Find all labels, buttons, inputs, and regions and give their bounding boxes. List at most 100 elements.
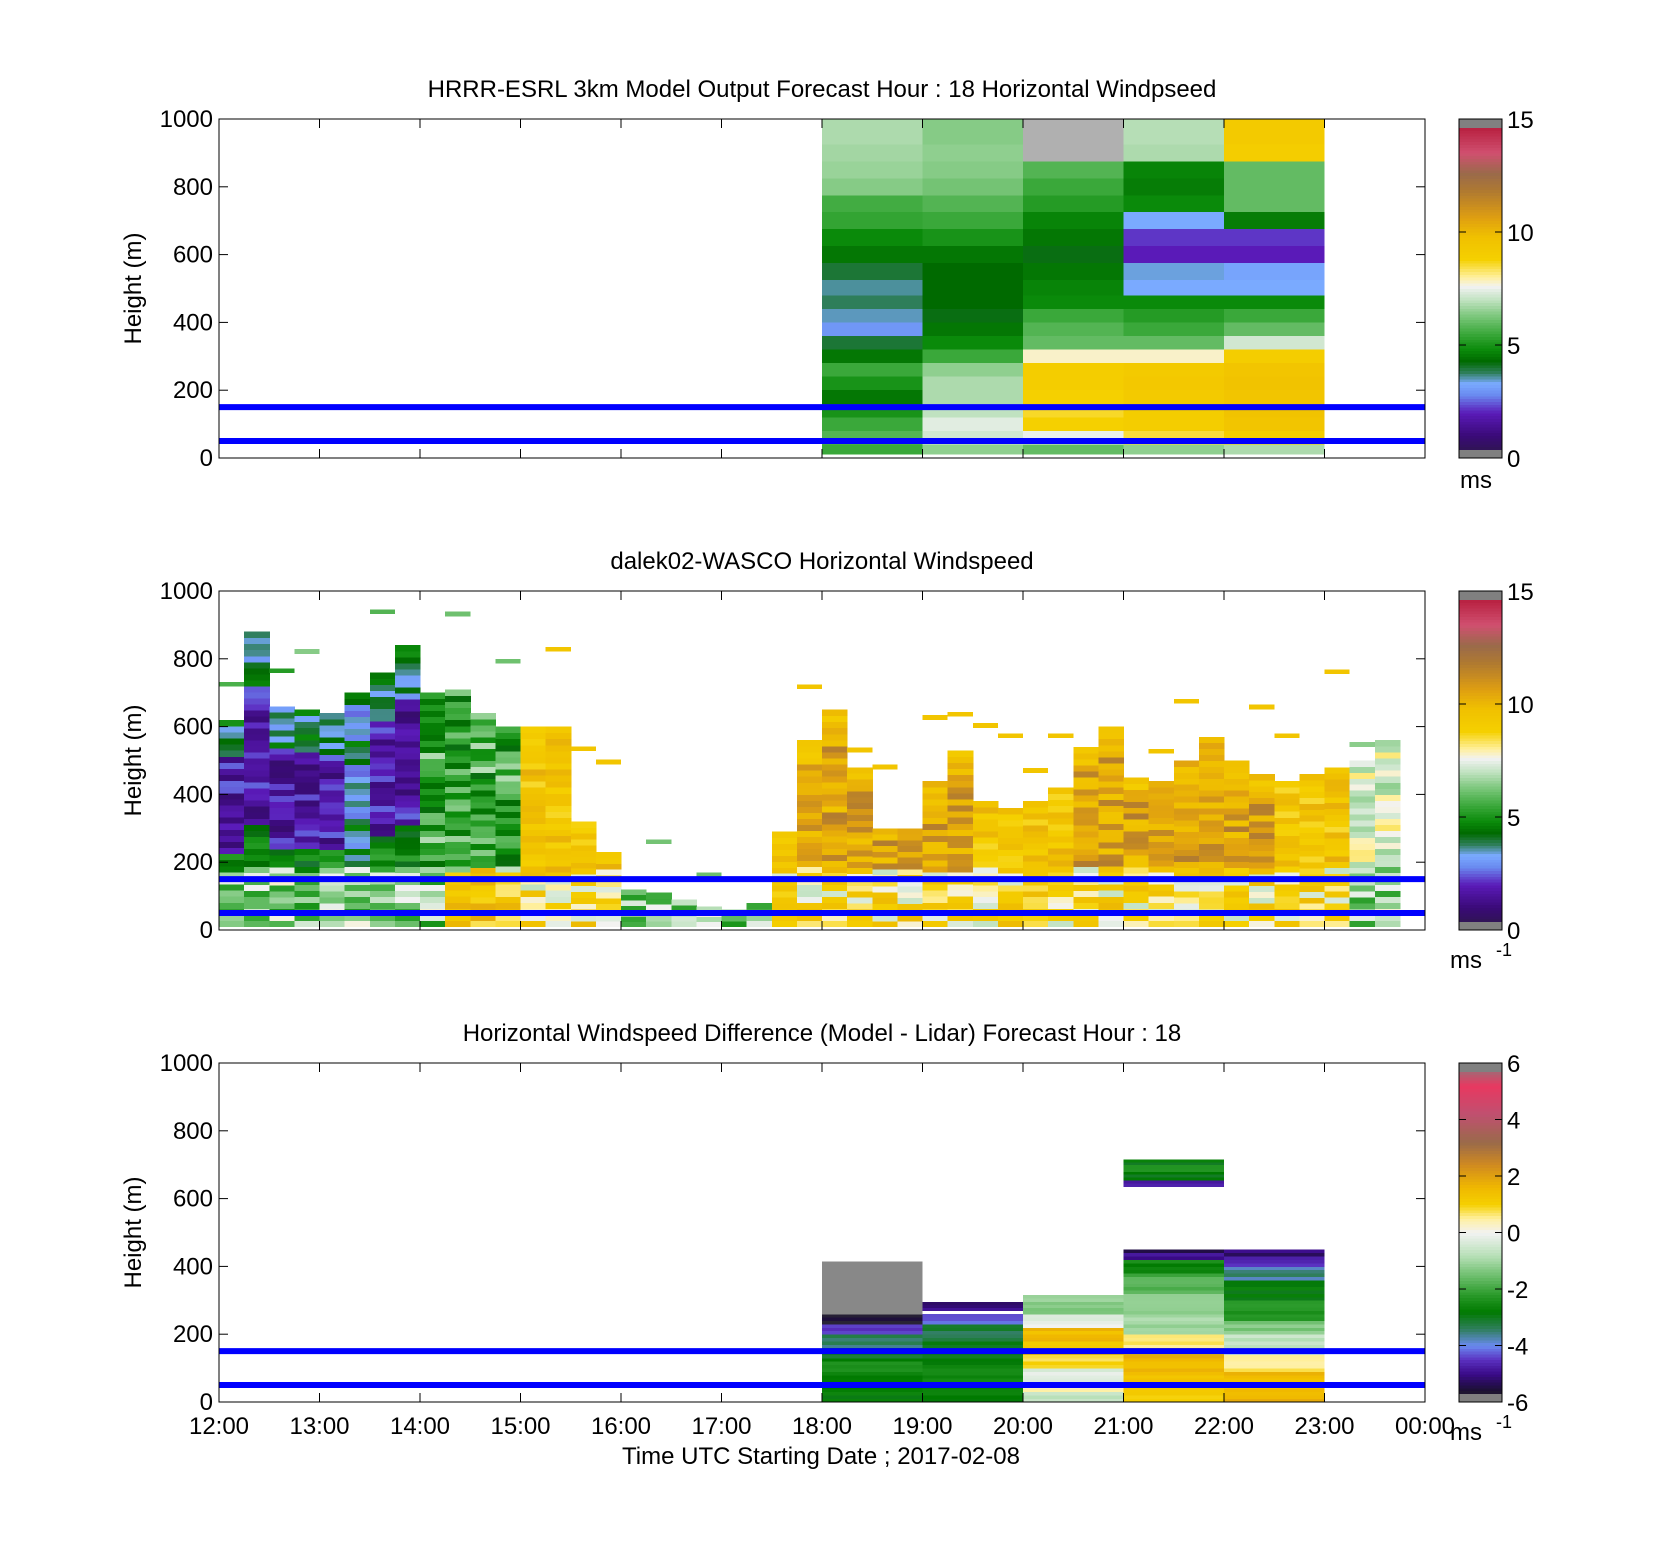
heatmap-cell [269,902,295,910]
colorbar-cell [1459,1218,1502,1222]
heatmap-cell [1123,322,1224,336]
heatmap-cell [922,444,1023,455]
heatmap-cell [897,845,923,852]
colorbar-cell [1459,879,1502,883]
heatmap-cell [369,841,396,849]
heatmap-cell [1224,1296,1325,1301]
heatmap-cell [470,748,496,756]
heatmap-cell [1299,844,1325,851]
colorbar-cell [1459,328,1502,332]
heatmap-cell [495,750,521,758]
heatmap-cell [1023,1334,1124,1338]
heatmap-cell [1123,1300,1224,1305]
heatmap-cell [922,841,949,849]
heatmap-cell [319,914,346,922]
colorbar-cell [1459,670,1502,674]
colorbar-cell [1459,845,1502,849]
colorbar-cell [1459,862,1502,866]
heatmap-cell [420,884,446,892]
heatmap-cell [1224,444,1325,455]
colorbar-cell [1459,788,1502,793]
heatmap-cell [1148,805,1175,812]
heatmap-cell [947,774,974,782]
heatmap-cell [1349,772,1376,779]
heatmap-cell [1224,1259,1325,1264]
heatmap-cell [1123,813,1150,820]
colorbar-tick-label: 0 [1507,918,1520,945]
colorbar-cell [1459,144,1502,148]
colorbar-cell [1459,777,1502,781]
heatmap-cell [1023,831,1049,838]
colorbar-tick-label: 0 [1507,1221,1520,1248]
heatmap-cell [1048,811,1074,819]
heatmap-cell [470,742,496,750]
colorbar-cell [1459,1176,1502,1180]
heatmap-cell [1274,811,1300,818]
heatmap-cell [972,860,999,868]
heatmap-cell [872,868,898,876]
heatmap-cell [922,1313,1023,1318]
colorbar-cell [1459,285,1502,289]
colorbar-cell [1459,172,1502,176]
heatmap-cell [1023,1361,1124,1366]
colorbar-cell [1459,1173,1502,1177]
heatmap-cell [1123,1334,1224,1338]
colorbar-cell [1459,924,1502,928]
heatmap-cell [997,920,1024,928]
colorbar-cell [1459,308,1502,312]
chart-title: HRRR-ESRL 3km Model Output Forecast Hour… [428,76,1217,103]
heatmap-cell [394,657,421,664]
heatmap-cell [1023,848,1049,856]
heatmap-cell [1224,879,1250,886]
heatmap-cell [420,848,446,856]
heatmap-cell [369,714,396,722]
heatmap-cell [394,747,421,754]
colorbar-cell [1459,723,1502,728]
heatmap-cell [922,799,949,806]
heatmap-cell [319,879,346,886]
heatmap-cell [244,854,270,861]
heatmap-cell [244,770,270,777]
colorbar-cell [1459,639,1502,643]
heatmap-cell [822,781,848,789]
heatmap-cell [1274,914,1300,922]
heatmap-cell [972,890,999,898]
heatmap-cell [219,774,245,782]
colorbar-cell [1459,814,1502,818]
heatmap-cell [922,859,949,867]
heatmap-cell [1224,1374,1325,1379]
heatmap-cell [1123,1388,1224,1393]
colorbar-cell [1459,1159,1502,1163]
heatmap-cell [872,834,898,841]
heatmap-cell [822,212,923,230]
heatmap-cell [822,1290,923,1295]
colorbar-cell [1459,797,1502,801]
heatmap-cell [1173,807,1200,815]
heatmap-cell [545,829,572,837]
heatmap-cell [570,914,597,922]
colorbar-cell [1459,746,1502,750]
colorbar-cell [1459,780,1502,784]
heatmap-cell [1123,1256,1224,1261]
colorbar-cell [1459,345,1502,349]
heatmap-cell [495,769,521,776]
heatmap-cell [269,741,295,749]
heatmap-cell [822,1294,923,1298]
heatmap-cell [1224,855,1250,862]
heatmap-cell [570,903,597,910]
heatmap-cell [1123,860,1150,868]
heatmap-cell [671,921,697,928]
colorbar-cell [1459,715,1502,719]
heatmap-cell [1123,1269,1224,1274]
heatmap-cell [344,794,371,802]
colorbar-cell [1459,610,1502,615]
heatmap-cell [244,740,270,747]
colorbar-cell [1459,181,1502,185]
heatmap-cell [1123,1340,1224,1345]
heatmap-cell [1374,752,1401,759]
heatmap-cell [470,760,496,767]
colorbar-cell [1459,1385,1502,1389]
y-tick-label: 400 [173,781,213,808]
heatmap-cell [822,1337,923,1342]
heatmap-cell [796,758,823,765]
